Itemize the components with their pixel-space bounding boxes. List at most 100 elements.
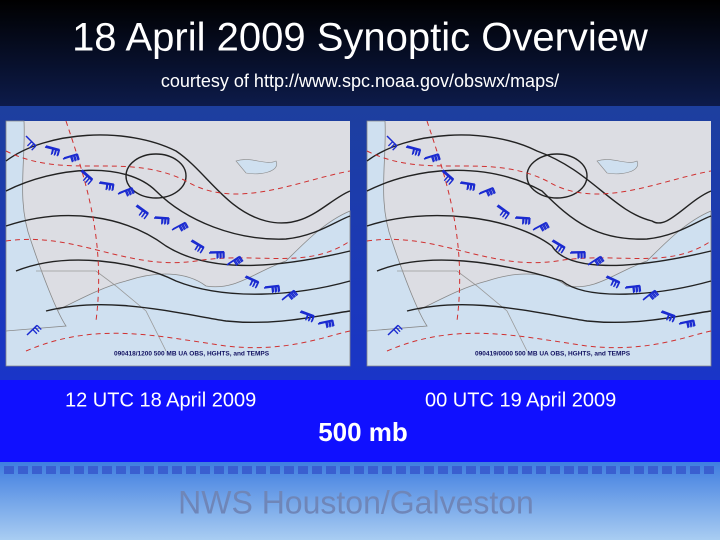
square [242, 466, 252, 474]
square [396, 466, 406, 474]
wind-barb-flag [274, 286, 277, 293]
wind-barb [172, 221, 186, 230]
footer-band [0, 462, 720, 540]
wind-barb-flag [293, 289, 299, 296]
wind-barb [460, 181, 475, 185]
wind-barb-flag [183, 222, 188, 229]
wind-barb-flag [128, 188, 133, 195]
wind-barb-flag [488, 189, 493, 196]
wind-barb-flag [437, 153, 441, 160]
wind-barb [227, 255, 241, 265]
square [186, 466, 196, 474]
wind-barb-flag [278, 285, 281, 292]
title: 18 April 2009 Synoptic Overview [72, 16, 648, 60]
square [466, 466, 476, 474]
wind-barb-flag [131, 187, 135, 194]
wind-barb-flag [239, 256, 244, 262]
wind-barb-flag [632, 286, 635, 294]
square [382, 466, 392, 474]
wind-barb [99, 181, 114, 185]
wind-barb [300, 310, 315, 317]
wind-barb-flag [326, 321, 329, 328]
square [690, 466, 700, 474]
wind-barb-flag [275, 285, 278, 292]
wind-barb-flag [653, 290, 659, 297]
isotherm [65, 120, 100, 322]
wind-barb [282, 289, 295, 300]
wind-barb-flag [272, 286, 275, 293]
wind-barb-flag [287, 294, 293, 301]
wind-barb [386, 135, 398, 147]
wind-barb-flag [638, 286, 641, 293]
isotherm [5, 150, 351, 195]
wind-barb-flag [635, 286, 638, 293]
wind-barb-flag [328, 321, 331, 328]
wind-barb-flag [434, 154, 438, 161]
square [452, 466, 462, 474]
great-lakes [235, 159, 278, 175]
wind-barb-flag [72, 155, 76, 162]
level-label: 500 mb [318, 417, 408, 447]
wind-barb-flag [636, 285, 639, 292]
wind-barb-flag [236, 257, 242, 264]
square [550, 466, 560, 474]
square [270, 466, 280, 474]
height-contour [5, 214, 351, 267]
wind-barb-flag [325, 322, 328, 329]
wind-barb-flag [639, 285, 642, 292]
map-left: 090418/1200 500 MB UA OBS, HGHTS, and TE… [5, 120, 351, 367]
wind-barb-flag [613, 280, 618, 287]
wind-barb-flag [69, 156, 74, 163]
wind-barb-flag [616, 281, 621, 288]
wind-barb-flag [693, 319, 696, 327]
wind-barb-flag [57, 149, 61, 156]
wind-barb-flag [75, 154, 79, 161]
square [578, 466, 588, 474]
wind-barb [424, 153, 439, 159]
wind-barb [406, 145, 421, 151]
square [284, 466, 294, 474]
wind-barb-flag [469, 184, 472, 191]
wind-barb-flag [32, 328, 38, 335]
wind-barb-flag [200, 246, 205, 253]
border [36, 270, 167, 352]
wind-barb [318, 319, 333, 324]
wind-barb-flag [654, 289, 660, 296]
wind-barb-flag [53, 149, 57, 156]
wind-barb-flag [436, 154, 440, 161]
wind-barb-flag [652, 291, 657, 298]
wind-barb-flag [73, 154, 77, 161]
wind-barb-flag [76, 153, 80, 160]
square-row [4, 466, 714, 474]
wind-barb-flag [390, 143, 396, 149]
ocean [366, 210, 712, 367]
wind-barb-flag [433, 155, 437, 162]
wind-barb-flag [34, 326, 40, 333]
wind-barb-flag [502, 211, 508, 217]
wind-barb [606, 275, 621, 283]
wind-barb-flag [561, 246, 566, 253]
wind-barb-flag [182, 223, 187, 230]
wind-barb-flag [106, 183, 109, 190]
wind-barb-flag [184, 222, 189, 229]
square [312, 466, 322, 474]
wind-barb-flag [540, 224, 545, 231]
low-center [526, 153, 588, 199]
wind-barb [661, 310, 676, 317]
pacific [5, 120, 67, 332]
wind-barb-flag [558, 245, 563, 252]
wind-barb-flag [544, 222, 549, 229]
square [648, 466, 658, 474]
square [508, 466, 518, 474]
wind-barb-flag [611, 279, 615, 286]
wind-barb-flag [271, 286, 274, 294]
wind-barb-flag [651, 292, 656, 299]
wind-barb-flag [387, 141, 394, 147]
height-contour [5, 134, 351, 224]
wind-barb-flag [124, 190, 129, 197]
wind-barb-flag [415, 148, 419, 155]
wind-barb [552, 239, 566, 248]
wind-barb-flag [234, 259, 239, 266]
square [4, 466, 14, 474]
wind-barb-flag [88, 178, 94, 185]
